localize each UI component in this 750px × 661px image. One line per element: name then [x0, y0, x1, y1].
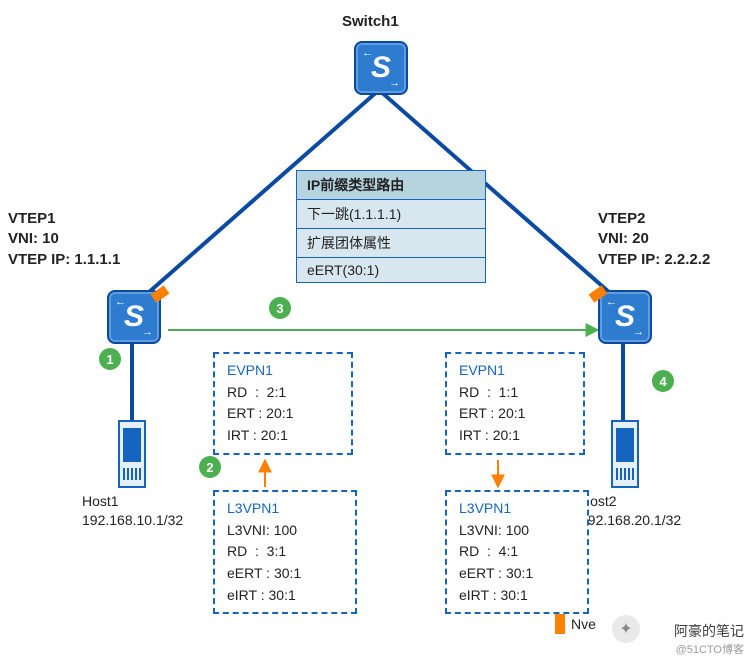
vtep2-ip: VTEP IP: 2.2.2.2 — [598, 250, 710, 270]
step-4: 4 — [652, 370, 674, 392]
info-row-1: 下一跳(1.1.1.1) — [297, 200, 485, 229]
arrow-left-icon: ← — [115, 296, 126, 308]
nve-legend-label: Nve — [571, 615, 596, 634]
watermark-line1: 阿豪的笔记 — [674, 621, 744, 641]
vtep1-ip: VTEP IP: 1.1.1.1 — [8, 250, 120, 270]
l3vpn1-left-l3vni: L3VNI: 100 — [227, 520, 343, 542]
evpn1-left-irt: IRT : 20:1 — [227, 425, 339, 447]
vtep2-labels: VTEP2 VNI: 20 VTEP IP: 2.2.2.2 — [598, 209, 710, 270]
evpn1-right-rd: RD : 1:1 — [459, 382, 571, 404]
arrow-left-icon: ← — [362, 47, 373, 59]
host2-name: Host2 — [580, 492, 681, 511]
l3vpn1-right-eirt: eIRT : 30:1 — [459, 585, 575, 607]
vtep1-vni: VNI: 10 — [8, 229, 120, 249]
vtep2-name: VTEP2 — [598, 209, 710, 229]
nve-legend-swatch — [555, 614, 565, 634]
vtep1-name: VTEP1 — [8, 209, 120, 229]
evpn1-right-title: EVPN1 — [459, 360, 571, 382]
evpn1-left-box: EVPN1 RD : 2:1 ERT : 20:1 IRT : 20:1 — [213, 352, 353, 455]
switch1-title: Switch1 — [342, 12, 399, 32]
evpn1-right-irt: IRT : 20:1 — [459, 425, 571, 447]
l3vpn1-right-box: L3VPN1 L3VNI: 100 RD : 4:1 eERT : 30:1 e… — [445, 490, 589, 614]
l3vpn1-right-title: L3VPN1 — [459, 498, 575, 520]
ip-prefix-route-table: IP前缀类型路由 下一跳(1.1.1.1) 扩展团体属性 eERT(30:1) — [296, 170, 486, 283]
vtep2-icon: ← S → — [598, 290, 652, 344]
step-2: 2 — [199, 456, 221, 478]
vtep1-labels: VTEP1 VNI: 10 VTEP IP: 1.1.1.1 — [8, 209, 120, 270]
nve-legend: Nve — [555, 614, 596, 634]
l3vpn1-left-title: L3VPN1 — [227, 498, 343, 520]
watermark-line2: @51CTO博客 — [674, 641, 744, 657]
evpn1-left-rd: RD : 2:1 — [227, 382, 339, 404]
l3vpn1-left-rd: RD : 3:1 — [227, 541, 343, 563]
l3vpn1-right-l3vni: L3VNI: 100 — [459, 520, 575, 542]
arrow-right-icon: → — [142, 326, 153, 338]
host1-name: Host1 — [82, 492, 183, 511]
arrow-left-icon: ← — [606, 296, 617, 308]
evpn1-right-ert: ERT : 20:1 — [459, 403, 571, 425]
host1-labels: Host1 192.168.10.1/32 — [82, 492, 183, 530]
l3vpn1-left-box: L3VPN1 L3VNI: 100 RD : 3:1 eERT : 30:1 e… — [213, 490, 357, 614]
switch1-icon: ← S → — [354, 41, 408, 95]
info-row-2: 扩展团体属性 — [297, 229, 485, 258]
wechat-icon: ✦ — [612, 615, 640, 643]
l3vpn1-right-rd: RD : 4:1 — [459, 541, 575, 563]
step-1: 1 — [99, 348, 121, 370]
evpn1-left-title: EVPN1 — [227, 360, 339, 382]
evpn1-right-box: EVPN1 RD : 1:1 ERT : 20:1 IRT : 20:1 — [445, 352, 585, 455]
l3vpn1-left-eert: eERT : 30:1 — [227, 563, 343, 585]
arrow-right-icon: → — [633, 326, 644, 338]
host1-icon — [118, 420, 146, 488]
watermark: 阿豪的笔记 @51CTO博客 — [674, 621, 744, 657]
host2-ip: 192.168.20.1/32 — [580, 511, 681, 530]
step-3: 3 — [269, 297, 291, 319]
info-row-0: IP前缀类型路由 — [297, 171, 485, 200]
host2-labels: Host2 192.168.20.1/32 — [580, 492, 681, 530]
vtep2-vni: VNI: 20 — [598, 229, 710, 249]
l3vpn1-left-eirt: eIRT : 30:1 — [227, 585, 343, 607]
info-row-3: eERT(30:1) — [297, 258, 485, 282]
arrow-right-icon: → — [389, 77, 400, 89]
switch-letter: S — [371, 51, 391, 85]
host2-icon — [611, 420, 639, 488]
l3vpn1-right-eert: eERT : 30:1 — [459, 563, 575, 585]
evpn1-left-ert: ERT : 20:1 — [227, 403, 339, 425]
host1-ip: 192.168.10.1/32 — [82, 511, 183, 530]
